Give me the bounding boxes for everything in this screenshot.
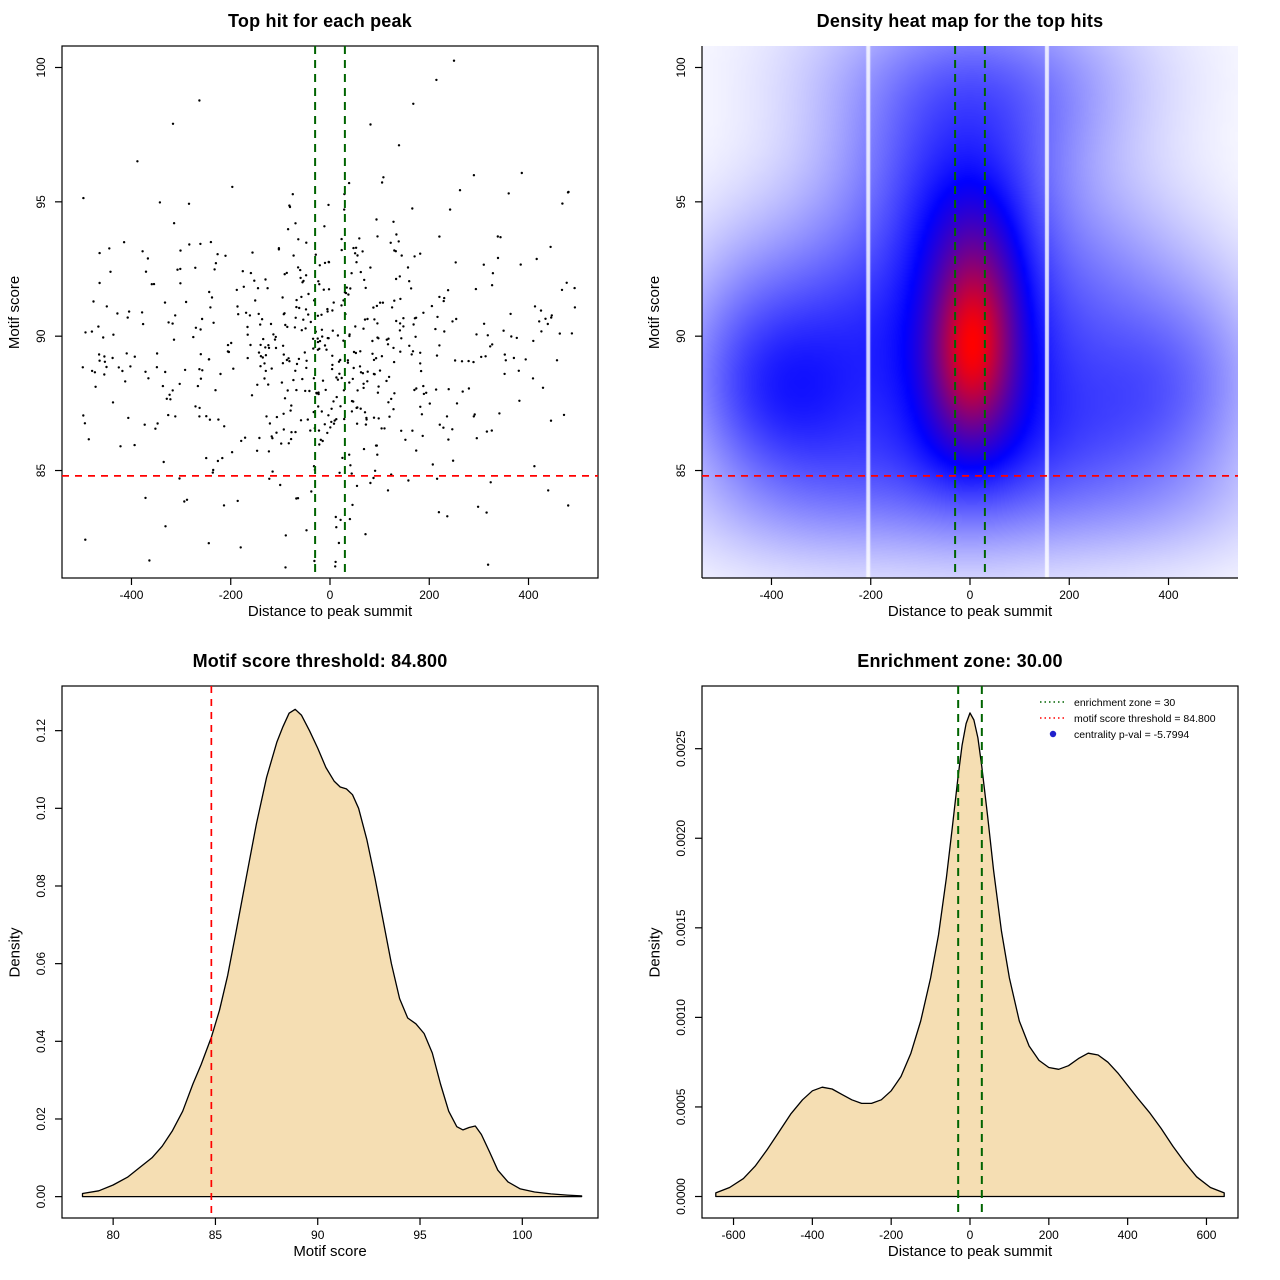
heatmap-x-axis-label: Distance to peak summit [887,603,1053,620]
heatmap-plot-overlay: -400 -200 0 200 400 85 90 95 100 [674,46,1238,602]
svg-text:85: 85 [209,1228,223,1242]
panel-enrichment-zone-density: Enrichment zone: 30.00 -600 -400 -200 0 200 4… [640,640,1280,1280]
svg-text:0.12: 0.12 [34,719,48,743]
score-density-y-axis-label: Density [6,926,24,978]
heatmap-canvas [702,46,1238,578]
panel-density-heatmap: Density heat map for the top hits -400 -2… [640,0,1280,640]
heatmap-y-axis-label: Motif score [646,275,664,349]
svg-text:0.00: 0.00 [34,1185,48,1209]
svg-text:400: 400 [1118,1228,1138,1242]
svg-text:200: 200 [419,588,439,602]
zone-density-x-axis-label: Distance to peak summit [887,1243,1053,1260]
svg-text:0.0020: 0.0020 [674,820,688,857]
scatter-title: Top hit for each peak [228,11,412,31]
svg-text:200: 200 [1059,588,1079,602]
svg-text:100: 100 [34,57,48,77]
svg-text:95: 95 [674,195,688,209]
zone-density-y-axis-label-wrap: Density [640,686,670,1218]
svg-text:-400: -400 [119,588,143,602]
svg-text:85: 85 [34,464,48,478]
svg-text:200: 200 [1039,1228,1059,1242]
svg-text:-600: -600 [722,1228,746,1242]
svg-text:80: 80 [106,1228,120,1242]
score-density-y-axis-label-wrap: Density [0,686,30,1218]
svg-text:100: 100 [674,57,688,77]
svg-text:0.08: 0.08 [34,874,48,898]
svg-text:90: 90 [674,329,688,343]
svg-text:0.0005: 0.0005 [674,1088,688,1125]
zone-density-title: Enrichment zone: 30.00 [857,651,1063,671]
svg-text:100: 100 [512,1228,532,1242]
svg-text:-200: -200 [859,588,883,602]
svg-text:0.10: 0.10 [34,796,48,820]
svg-text:-200: -200 [879,1228,903,1242]
svg-text:95: 95 [34,195,48,209]
svg-text:400: 400 [519,588,539,602]
svg-text:-400: -400 [800,1228,824,1242]
svg-text:motif score threshold = 84.800: motif score threshold = 84.800 [1074,713,1216,725]
svg-text:centrality p-val = -5.7994: centrality p-val = -5.7994 [1074,729,1189,741]
svg-text:enrichment zone = 30: enrichment zone = 30 [1074,697,1175,709]
svg-text:0.0000: 0.0000 [674,1178,688,1215]
zone-density-y-axis-label: Density [646,926,664,978]
score-density-x-axis-label: Motif score [293,1243,367,1260]
svg-text:-200: -200 [219,588,243,602]
svg-text:400: 400 [1159,588,1179,602]
svg-text:0.06: 0.06 [34,952,48,976]
svg-text:0.04: 0.04 [34,1029,48,1053]
svg-text:-400: -400 [759,588,783,602]
svg-text:0.0025: 0.0025 [674,730,688,767]
heatmap-title: Density heat map for the top hits [816,11,1104,31]
score-density-title: Motif score threshold: 84.800 [192,651,448,671]
scatter-y-axis-label-wrap: Motif score [0,46,30,578]
zone-density-plot: -600 -400 -200 0 200 400 600 0.0000 0.0005 0.0010… [674,685,1239,1242]
svg-text:0.02: 0.02 [34,1107,48,1131]
svg-text:0: 0 [967,588,974,602]
svg-text:0.0010: 0.0010 [674,999,688,1036]
scatter-y-axis-label: Motif score [6,275,24,349]
svg-text:0.0015: 0.0015 [674,909,688,946]
panel-top-hits-scatter: Top hit for each peak -400 -200 0 200 400 85 9… [0,0,640,640]
svg-text:0: 0 [967,1228,974,1242]
heatmap-y-axis-label-wrap: Motif score [640,46,670,578]
svg-text:90: 90 [34,329,48,343]
scatter-x-axis-label: Distance to peak summit [247,603,413,620]
svg-text:85: 85 [674,464,688,478]
panel-motif-score-density: Motif score threshold: 84.800 80 85 90 95 10… [0,640,640,1280]
score-density-plot: 80 85 90 95 100 0.00 0.02 0.04 0.06 0.08 0.10 0.12 [34,685,599,1242]
svg-text:0: 0 [327,588,334,602]
svg-text:90: 90 [311,1228,325,1242]
svg-text:600: 600 [1196,1228,1216,1242]
svg-text:95: 95 [413,1228,427,1242]
scatter-plot: -400 -200 0 200 400 85 90 95 100 [34,45,599,602]
